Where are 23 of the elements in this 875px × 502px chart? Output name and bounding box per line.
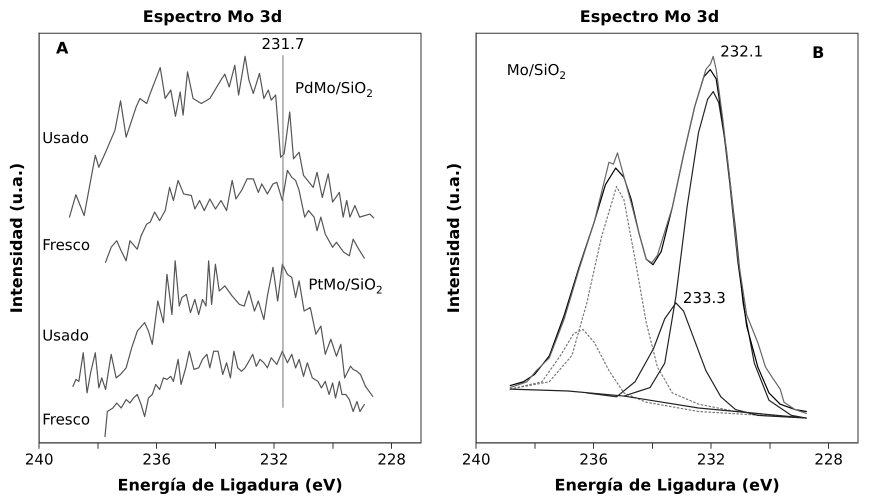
x-tick-label: 236 [142,450,171,469]
chart-title: Espectro Mo 3d [142,6,282,26]
series-label: Fresco [42,236,90,254]
x-tick-label: 232 [696,450,726,469]
x-axis-title: Energía de Ligadura (eV) [118,476,343,495]
y-axis-title: Intensidad (u.a.) [6,162,26,314]
x-tick-label: 228 [814,450,843,469]
annotation: 233.3 [682,288,726,307]
x-tick-label: 240 [24,450,54,469]
annotation: A [56,38,69,58]
x-tick-label: 228 [377,450,406,469]
annotation: 232.1 [720,42,764,60]
x-tick-label: 240 [462,450,491,469]
series-label: Usado [42,129,89,148]
ref-line-label: 231.7 [261,35,304,54]
series-label: Fresco [42,410,90,429]
x-axis-title: Energía de Ligadura (eV) [554,476,780,495]
series-label: Usado [42,326,89,345]
y-axis-title: Intensidad (u.a.) [444,162,463,314]
chart-title: Espectro Mo 3d [580,6,720,26]
x-tick-label: 236 [579,450,608,469]
x-tick-label: 232 [260,450,288,469]
annotation: B [812,42,824,62]
